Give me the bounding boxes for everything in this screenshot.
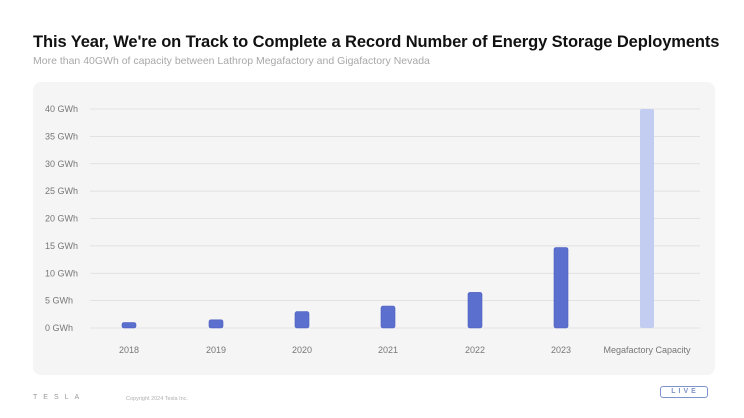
chart-panel [33,82,715,375]
y-tick-label: 10 GWh [45,268,78,278]
tesla-wordmark: TESLA [33,394,86,401]
x-tick-label: Megafactory Capacity [603,345,691,355]
bar-2019 [208,319,224,329]
y-tick-label: 5 GWh [45,296,73,306]
x-tick-label: 2020 [292,345,312,355]
x-tick-label: 2021 [378,345,398,355]
bar-megafactory-capacity [640,109,654,328]
y-tick-label: 15 GWh [45,241,78,251]
x-tick-label: 2023 [551,345,571,355]
live-badge: LIVE [660,386,708,398]
bar-2023 [553,247,569,329]
x-tick-label: 2018 [119,345,139,355]
y-tick-label: 40 GWh [45,104,78,114]
x-tick-label: 2022 [465,345,485,355]
y-tick-label: 25 GWh [45,186,78,196]
x-axis-tick-labels: 2018 2019 2020 2021 2022 2023 Megafactory Capa… [119,345,691,355]
bars [121,109,654,329]
y-axis-tick-labels: 0 GWh 5 GWh 10 GWh 15 GWh 20 GWh 25 GWh 30 GWh… [45,104,78,333]
bar-2022 [467,292,483,329]
grid-lines [90,108,700,329]
y-tick-label: 35 GWh [45,131,78,141]
copyright-text: Copyright 2024 Tesla Inc. [126,396,188,402]
chart-subtitle: More than 40GWh of capacity between Lath… [33,55,430,67]
bar-2018 [121,322,137,329]
y-tick-label: 30 GWh [45,159,78,169]
y-tick-label: 0 GWh [45,323,73,333]
bar-2021 [380,305,396,329]
bar-2020 [294,311,310,329]
y-tick-label: 20 GWh [45,214,78,224]
chart-title: This Year, We're on Track to Complete a … [33,33,720,51]
x-tick-label: 2019 [206,345,226,355]
